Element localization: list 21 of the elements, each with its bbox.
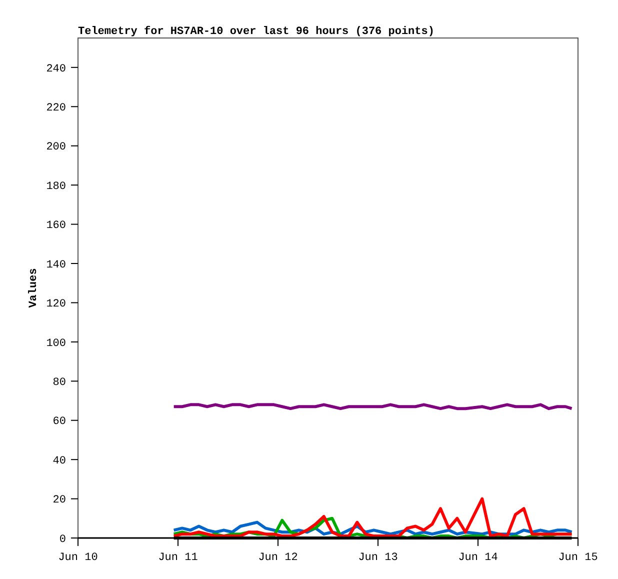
- x-tick-label: Jun 11: [158, 552, 198, 564]
- y-axis-title: Values: [28, 268, 40, 308]
- y-tick-label: 120: [46, 298, 66, 311]
- y-tick-label: 20: [52, 494, 66, 507]
- x-tick-label: Jun 14: [458, 552, 498, 564]
- x-tick-label: Jun 10: [58, 552, 98, 564]
- x-tick-label: Jun 15: [558, 552, 598, 564]
- y-tick-label: 140: [46, 259, 66, 272]
- y-tick-label: 80: [52, 376, 66, 389]
- y-tick-label: 40: [52, 455, 66, 468]
- y-tick-label: 220: [46, 102, 66, 114]
- chart-title: Telemetry for HS7AR-10 over last 96 hours (376 points): [78, 25, 434, 38]
- y-tick-label: 240: [46, 63, 66, 76]
- y-tick-label: 60: [52, 416, 66, 428]
- x-tick-label: Jun 13: [358, 552, 398, 564]
- y-tick-label: 200: [46, 142, 66, 154]
- y-tick-label: 100: [46, 338, 66, 350]
- x-tick-label: Jun 12: [258, 552, 298, 564]
- y-tick-label: 0: [59, 534, 66, 546]
- y-tick-label: 160: [46, 220, 66, 232]
- y-tick-label: 180: [46, 180, 66, 193]
